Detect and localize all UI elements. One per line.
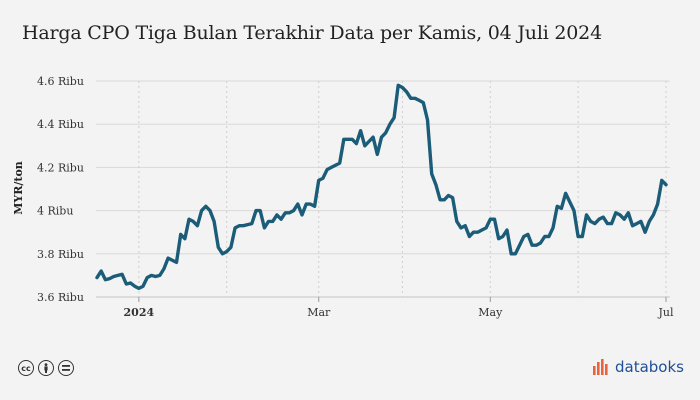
y-axis-label: MYR/ton (12, 161, 25, 215)
x-tick-label: Mar (307, 306, 331, 319)
brand-logo: databoks (593, 358, 684, 376)
y-tick-label: 4.2 Ribu (37, 161, 84, 174)
series-line (95, 83, 668, 291)
y-tick-label: 4.6 Ribu (37, 75, 84, 88)
vertical-gridlines (138, 81, 667, 297)
chart-title: Harga CPO Tiga Bulan Terakhir Data per K… (22, 22, 602, 44)
databoks-logo-icon (593, 359, 608, 375)
x-tick-label: Jul (657, 306, 673, 319)
cc-icon: cc (18, 360, 34, 376)
y-tick-label: 3.6 Ribu (37, 291, 84, 304)
x-tick-label: 2024 (124, 306, 155, 319)
y-tick-label: 4 Ribu (37, 205, 73, 218)
attribution-icon (38, 360, 54, 376)
equals-icon (58, 360, 74, 376)
x-axis-ticks: 2024 Mar May Jul (124, 297, 674, 319)
x-tick-label: May (478, 306, 503, 319)
y-axis-ticks: 3.6 Ribu 3.8 Ribu 4 Ribu 4.2 Ribu 4.4 Ribu 4.… (37, 75, 84, 304)
gridlines (96, 80, 670, 298)
brand-name: databoks (615, 358, 684, 376)
y-tick-label: 4.4 Ribu (37, 118, 84, 131)
y-tick-label: 3.8 Ribu (37, 248, 84, 261)
license-icons: cc (18, 360, 74, 376)
